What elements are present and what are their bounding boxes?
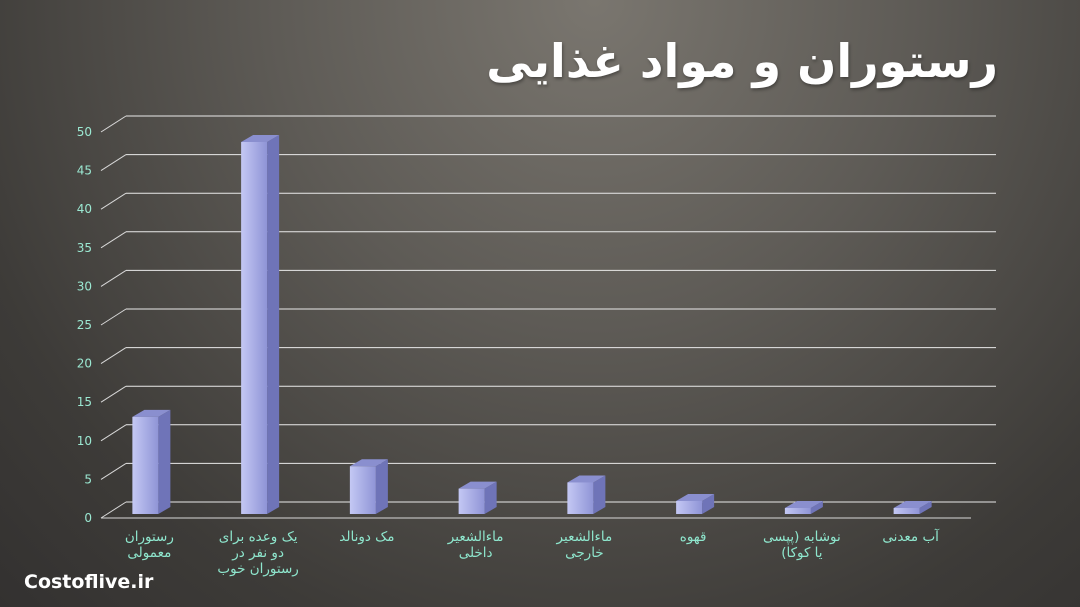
bar: [893, 501, 932, 514]
ytick-line: [100, 462, 127, 480]
ytick-line: [100, 501, 127, 519]
bar-side: [375, 459, 388, 514]
ytick-label: 50: [77, 125, 92, 139]
ytick-line: [100, 424, 127, 442]
bar-side: [158, 409, 171, 514]
bar-side: [484, 481, 497, 514]
ytick-line: [100, 269, 127, 287]
bar-front: [349, 466, 376, 514]
bar-front: [241, 142, 268, 514]
bar: [349, 459, 388, 514]
x-tick-label: ماءالشعیر داخلی: [447, 529, 504, 561]
x-tick-label: یک وعده برای دو نفر در رستوران خوب: [217, 529, 299, 577]
bar: [458, 481, 497, 514]
bar-front: [676, 500, 703, 514]
ytick-label: 30: [77, 279, 92, 293]
ytick-label: 40: [77, 202, 92, 216]
bar-top: [349, 459, 388, 467]
ytick-line: [100, 115, 127, 133]
ytick-line: [100, 308, 127, 326]
bar-front: [567, 482, 594, 514]
bar: [784, 501, 823, 514]
bars: [132, 135, 932, 514]
bar-top: [893, 501, 932, 508]
bar-top: [132, 409, 171, 417]
bar-top: [676, 493, 715, 501]
chart-title: رستوران و مواد غذایی: [486, 34, 998, 88]
bar-side: [810, 501, 823, 514]
bar-top: [241, 135, 280, 142]
ytick-label: 5: [84, 472, 92, 486]
y-axis: 0 5 10 15 20 25 30 35 40 45 50: [77, 115, 971, 525]
watermark: Costoflive.ir: [24, 571, 154, 593]
ytick-label: 0: [84, 511, 92, 525]
ytick-line: [100, 385, 127, 403]
x-tick-label: قهوه: [679, 529, 707, 545]
bar-top: [567, 475, 606, 483]
bar: [676, 493, 715, 514]
bar-side: [919, 501, 932, 514]
ytick-line: [100, 231, 127, 249]
bar-top: [458, 481, 497, 489]
x-tick-label: ماءالشعیر خارجی: [556, 529, 613, 561]
bar-side: [593, 475, 606, 514]
ytick-label: 15: [77, 395, 92, 409]
ytick-label: 45: [77, 164, 92, 178]
ytick-label: 35: [77, 241, 92, 255]
ytick-line: [100, 347, 127, 365]
bar-side: [267, 135, 280, 514]
x-tick-label: نوشابه (پپسی یا کوکا): [762, 529, 841, 561]
bar: [241, 135, 280, 514]
ytick-label: 20: [77, 357, 92, 371]
bar: [567, 475, 606, 514]
x-tick-label: مک دونالد: [339, 529, 395, 545]
bar: [132, 409, 171, 514]
ytick-label: 25: [77, 318, 92, 332]
bar-front: [132, 416, 159, 514]
bar-front: [784, 508, 811, 514]
bar-front: [893, 508, 920, 514]
bar-top: [784, 501, 823, 508]
bar-front: [458, 488, 485, 514]
x-tick-label: آب معدنی: [882, 529, 939, 545]
ytick-label: 10: [77, 434, 92, 448]
x-tick-label: رستوران معمولی: [124, 529, 174, 561]
ytick-line: [100, 192, 127, 210]
bar-side: [702, 493, 715, 514]
ytick-line: [100, 154, 127, 172]
